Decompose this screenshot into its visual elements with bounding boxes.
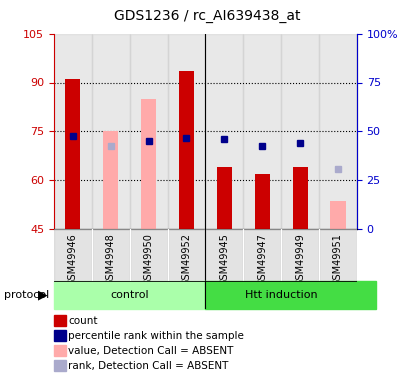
Text: GSM49945: GSM49945 — [220, 233, 229, 286]
Text: GSM49949: GSM49949 — [295, 233, 305, 286]
Bar — [243, 229, 281, 281]
Bar — [319, 34, 357, 229]
Bar — [129, 229, 168, 281]
Bar — [92, 229, 129, 281]
Text: GSM49947: GSM49947 — [257, 233, 267, 286]
Text: count: count — [68, 316, 98, 326]
Text: GSM49946: GSM49946 — [68, 233, 78, 286]
Text: GSM49952: GSM49952 — [181, 233, 191, 286]
Bar — [179, 71, 194, 229]
Bar — [141, 99, 156, 229]
Text: ▶: ▶ — [38, 289, 48, 302]
Bar — [281, 229, 319, 281]
Text: GDS1236 / rc_AI639438_at: GDS1236 / rc_AI639438_at — [114, 9, 301, 23]
Bar — [281, 34, 319, 229]
Bar — [255, 174, 270, 229]
Bar — [103, 131, 118, 229]
Bar — [92, 34, 130, 229]
Text: GSM49950: GSM49950 — [144, 233, 154, 286]
Bar — [217, 167, 232, 229]
Text: value, Detection Call = ABSENT: value, Detection Call = ABSENT — [68, 346, 234, 355]
Text: percentile rank within the sample: percentile rank within the sample — [68, 331, 244, 340]
Bar — [205, 229, 243, 281]
Bar — [130, 34, 168, 229]
Text: Htt induction: Htt induction — [245, 290, 317, 300]
Bar — [54, 281, 205, 309]
Bar — [293, 167, 308, 229]
Bar — [168, 229, 205, 281]
Text: GSM49951: GSM49951 — [333, 233, 343, 286]
Text: protocol: protocol — [4, 290, 49, 300]
Bar — [65, 79, 81, 229]
Bar — [54, 34, 92, 229]
Bar — [205, 34, 243, 229]
Bar — [54, 229, 92, 281]
Bar — [205, 281, 376, 309]
Text: control: control — [110, 290, 149, 300]
Bar — [330, 201, 346, 229]
Bar — [243, 34, 281, 229]
Text: rank, Detection Call = ABSENT: rank, Detection Call = ABSENT — [68, 361, 229, 370]
Text: GSM49948: GSM49948 — [106, 233, 116, 286]
Bar — [319, 229, 357, 281]
Bar — [168, 34, 205, 229]
